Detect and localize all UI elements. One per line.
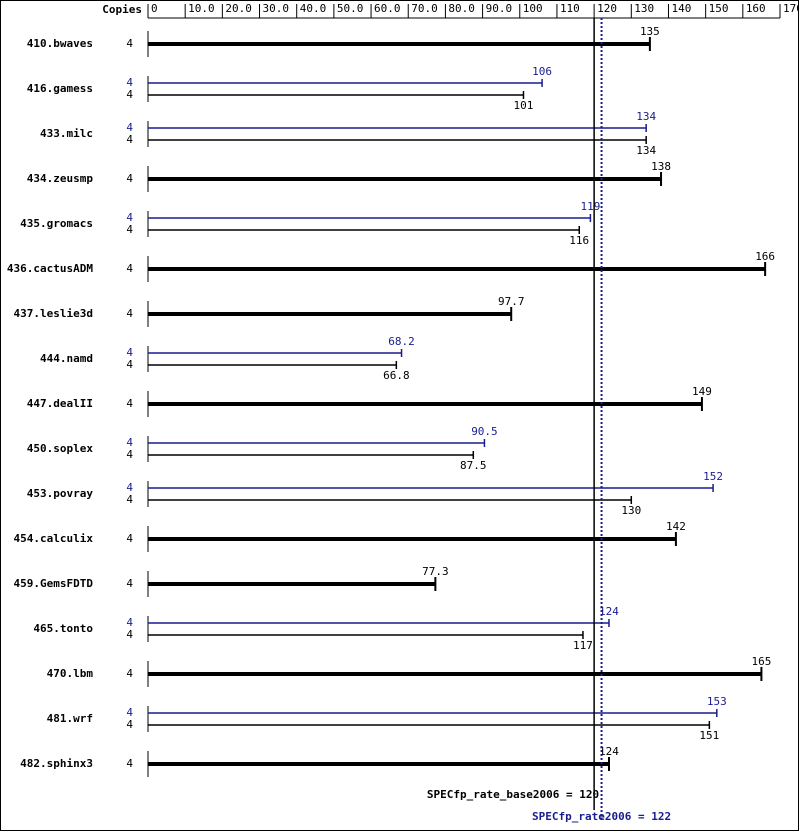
value-label: 77.3 [422,565,449,578]
value-label: 68.2 [388,335,415,348]
x-tick-label: 60.0 [374,2,401,15]
x-tick-label: 130 [634,2,654,15]
value-label: 124 [599,605,619,618]
copies: 4 [126,532,133,545]
category-label: 450.soplex [27,442,94,455]
category-label: 433.milc [40,127,93,140]
value-label: 138 [651,160,671,173]
value-label: 135 [640,25,660,38]
x-tick-label: 160 [746,2,766,15]
copies: 4 [126,706,133,719]
value-label: 66.8 [383,369,410,382]
copies: 4 [126,88,133,101]
value-label: 90.5 [471,425,498,438]
x-tick-label: 120 [597,2,617,15]
x-tick-label: 170 [783,2,799,15]
value-label: 166 [755,250,775,263]
copies: 4 [126,76,133,89]
value-label: 130 [621,504,641,517]
copies: 4 [126,133,133,146]
copies: 4 [126,481,133,494]
copies: 4 [126,121,133,134]
category-label: 435.gromacs [20,217,93,230]
x-tick-label: 50.0 [337,2,364,15]
x-tick-label: 150 [709,2,729,15]
x-tick-label: 10.0 [188,2,215,15]
value-label: 165 [751,655,771,668]
copies: 4 [126,397,133,410]
category-label: 481.wrf [47,712,93,725]
copies: 4 [126,307,133,320]
category-label: 447.dealII [27,397,93,410]
x-tick-label: 90.0 [486,2,513,15]
x-tick-label: 70.0 [411,2,438,15]
category-label: 416.gamess [27,82,93,95]
copies: 4 [126,616,133,629]
copies: 4 [126,718,133,731]
x-tick-label: 0 [151,2,158,15]
value-label: 87.5 [460,459,487,472]
category-label: 453.povray [27,487,94,500]
x-tick-label: 100 [523,2,543,15]
value-label: 153 [707,695,727,708]
reference-label: SPECfp_rate_base2006 = 120 [427,788,599,801]
value-label: 97.7 [498,295,525,308]
copies: 4 [126,448,133,461]
copies: 4 [126,211,133,224]
category-label: 437.leslie3d [14,307,93,320]
copies: 4 [126,436,133,449]
category-label: 434.zeusmp [27,172,94,185]
copies: 4 [126,262,133,275]
copies: 4 [126,493,133,506]
value-label: 106 [532,65,552,78]
category-label: 470.lbm [47,667,94,680]
value-label: 124 [599,745,619,758]
value-label: 101 [514,99,534,112]
value-label: 149 [692,385,712,398]
value-label: 134 [636,110,656,123]
category-label: 482.sphinx3 [20,757,93,770]
value-label: 117 [573,639,593,652]
x-tick-label: 80.0 [448,2,475,15]
category-label: 444.namd [40,352,93,365]
copies-header: Copies [102,3,142,16]
category-label: 465.tonto [33,622,93,635]
copies: 4 [126,172,133,185]
category-label: 459.GemsFDTD [14,577,94,590]
x-tick-label: 40.0 [300,2,327,15]
value-label: 134 [636,144,656,157]
category-label: 454.calculix [14,532,94,545]
x-tick-label: 30.0 [263,2,290,15]
value-label: 151 [699,729,719,742]
copies: 4 [126,667,133,680]
copies: 4 [126,577,133,590]
category-label: 436.cactusADM [7,262,93,275]
copies: 4 [126,37,133,50]
x-tick-label: 20.0 [225,2,252,15]
copies: 4 [126,628,133,641]
copies: 4 [126,358,133,371]
value-label: 142 [666,520,686,533]
copies: 4 [126,757,133,770]
x-tick-label: 140 [671,2,691,15]
value-label: 152 [703,470,723,483]
value-label: 119 [580,200,600,213]
copies: 4 [126,223,133,236]
copies: 4 [126,346,133,359]
value-label: 116 [569,234,589,247]
reference-label: SPECfp_rate2006 = 122 [532,810,671,823]
category-label: 410.bwaves [27,37,93,50]
x-tick-label: 110 [560,2,580,15]
